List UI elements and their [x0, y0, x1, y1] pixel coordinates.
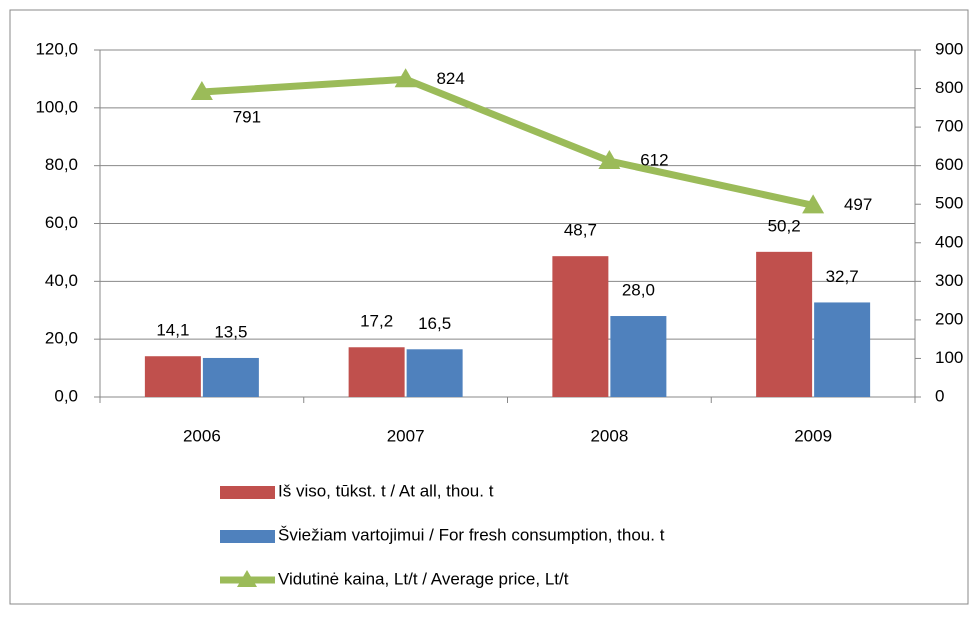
marker: [190, 81, 213, 101]
y2-tick-label: 0: [935, 386, 944, 405]
legend-label: Vidutinė kaina, Lt/t / Average price, Lt…: [278, 569, 569, 588]
y-tick-label: 0,0: [54, 386, 78, 405]
bar: [552, 256, 609, 397]
data-label: 50,2: [768, 216, 801, 235]
data-label: 28,0: [622, 281, 655, 300]
data-label: 32,7: [826, 267, 859, 286]
data-label: 497: [844, 195, 872, 214]
data-label: 48,7: [564, 221, 597, 240]
y2-tick-label: 600: [935, 155, 963, 174]
y-tick-label: 40,0: [45, 271, 78, 290]
line: [201, 75, 814, 209]
y-tick-label: 100,0: [35, 97, 78, 116]
y2-tick-label: 900: [935, 39, 963, 58]
marker: [802, 194, 825, 214]
bar: [144, 356, 201, 397]
y2-tick-label: 200: [935, 309, 963, 328]
y2-tick-label: 300: [935, 271, 963, 290]
bar: [406, 349, 463, 397]
y2-tick-label: 100: [935, 348, 963, 367]
y2-tick-label: 800: [935, 78, 963, 97]
data-label: 14,1: [156, 321, 189, 340]
legend-swatch: [220, 486, 275, 499]
data-label: 791: [233, 108, 261, 127]
data-label: 16,5: [418, 314, 451, 333]
legend-swatch: [220, 530, 275, 543]
data-label: 612: [640, 151, 668, 170]
y2-tick-label: 400: [935, 232, 963, 251]
data-label: 17,2: [360, 312, 393, 331]
legend-label: Šviežiam vartojimui / For fresh consumpt…: [278, 525, 665, 544]
marker: [394, 68, 417, 88]
legend-label: Iš viso, tūkst. t / At all, thou. t: [278, 481, 494, 500]
x-tick-label: 2006: [183, 426, 221, 445]
x-tick-label: 2007: [387, 426, 425, 445]
bar: [610, 316, 667, 397]
x-tick-label: 2009: [794, 426, 832, 445]
x-tick-label: 2008: [590, 426, 628, 445]
data-label: 824: [436, 69, 464, 88]
marker: [598, 150, 621, 170]
bar: [202, 357, 259, 397]
data-label: 13,5: [214, 322, 247, 341]
bar: [814, 302, 871, 397]
y2-tick-label: 700: [935, 117, 963, 136]
bar: [348, 347, 405, 397]
y-tick-label: 120,0: [35, 39, 78, 58]
bar: [756, 251, 813, 397]
y-tick-label: 60,0: [45, 213, 78, 232]
y2-tick-label: 500: [935, 194, 963, 213]
y-tick-label: 80,0: [45, 155, 78, 174]
legend-marker: [237, 570, 257, 587]
y-tick-label: 20,0: [45, 329, 78, 348]
